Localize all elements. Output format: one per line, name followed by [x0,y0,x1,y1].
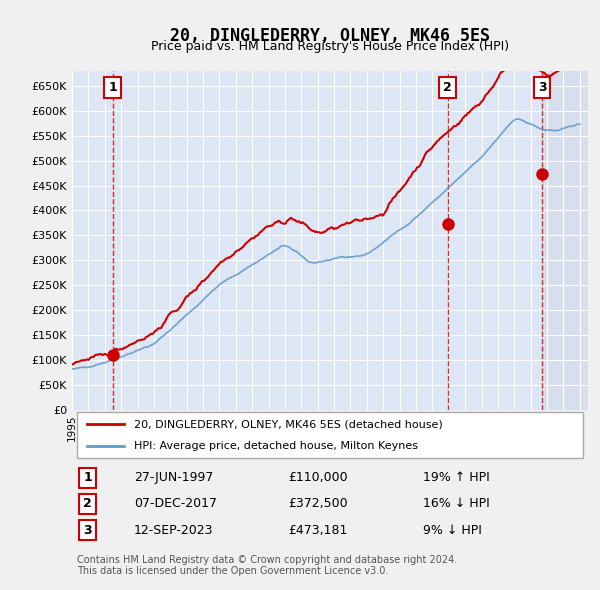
Text: Contains HM Land Registry data © Crown copyright and database right 2024.
This d: Contains HM Land Registry data © Crown c… [77,555,457,576]
Text: HPI: Average price, detached house, Milton Keynes: HPI: Average price, detached house, Milt… [134,441,418,451]
Text: 27-JUN-1997: 27-JUN-1997 [134,471,213,484]
Text: Price paid vs. HM Land Registry's House Price Index (HPI): Price paid vs. HM Land Registry's House … [151,40,509,53]
Text: £372,500: £372,500 [289,497,349,510]
Text: 2: 2 [83,497,92,510]
Text: £473,181: £473,181 [289,523,348,536]
Text: 3: 3 [538,81,547,94]
Text: 1: 1 [83,471,92,484]
Text: 20, DINGLEDERRY, OLNEY, MK46 5ES (detached house): 20, DINGLEDERRY, OLNEY, MK46 5ES (detach… [134,419,443,429]
FancyBboxPatch shape [77,412,583,458]
Text: 20, DINGLEDERRY, OLNEY, MK46 5ES: 20, DINGLEDERRY, OLNEY, MK46 5ES [170,27,490,45]
Text: 2: 2 [443,81,452,94]
Text: 12-SEP-2023: 12-SEP-2023 [134,523,214,536]
Text: 1: 1 [108,81,117,94]
Text: £110,000: £110,000 [289,471,349,484]
Text: 3: 3 [83,523,92,536]
Text: 16% ↓ HPI: 16% ↓ HPI [423,497,490,510]
Text: 19% ↑ HPI: 19% ↑ HPI [423,471,490,484]
Bar [542,71,588,410]
Text: 9% ↓ HPI: 9% ↓ HPI [423,523,482,536]
Text: 07-DEC-2017: 07-DEC-2017 [134,497,217,510]
